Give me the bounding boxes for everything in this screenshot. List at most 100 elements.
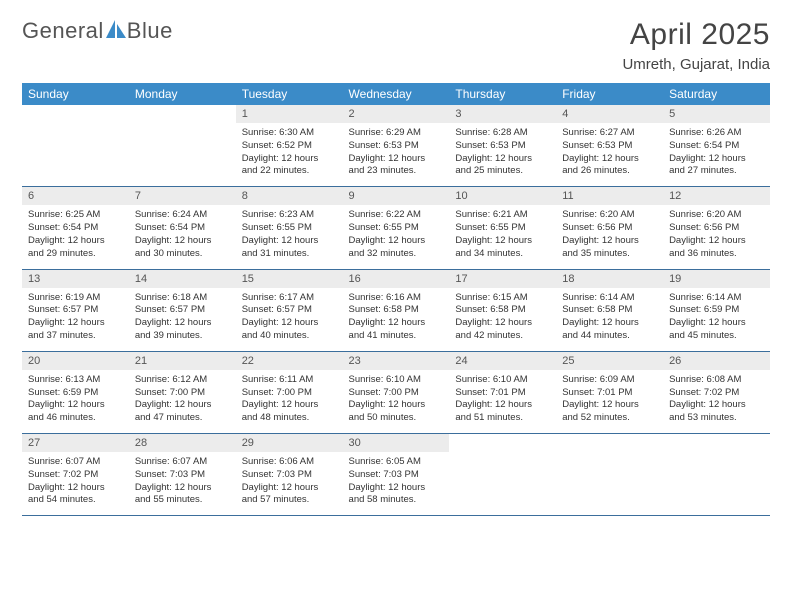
daylight-text: Daylight: 12 hours and 48 minutes. (242, 399, 337, 425)
sunrise-text: Sunrise: 6:17 AM (242, 292, 337, 305)
sunrise-text: Sunrise: 6:09 AM (562, 374, 657, 387)
brand-word-2: Blue (127, 18, 173, 44)
sunset-text: Sunset: 7:03 PM (242, 469, 337, 482)
day-number: 26 (663, 352, 770, 370)
calendar-week-row: 6Sunrise: 6:25 AMSunset: 6:54 PMDaylight… (22, 187, 770, 269)
calendar-cell: 23Sunrise: 6:10 AMSunset: 7:00 PMDayligh… (343, 351, 450, 433)
sunset-text: Sunset: 7:00 PM (135, 387, 230, 400)
page-header: General Blue April 2025 Umreth, Gujarat,… (22, 18, 770, 73)
sunrise-text: Sunrise: 6:24 AM (135, 209, 230, 222)
day-details: Sunrise: 6:10 AMSunset: 7:00 PMDaylight:… (343, 370, 450, 433)
day-number: 29 (236, 434, 343, 452)
day-number: 8 (236, 187, 343, 205)
sunrise-text: Sunrise: 6:25 AM (28, 209, 123, 222)
calendar-cell (129, 105, 236, 187)
calendar-cell: 18Sunrise: 6:14 AMSunset: 6:58 PMDayligh… (556, 269, 663, 351)
sunrise-text: Sunrise: 6:10 AM (455, 374, 550, 387)
calendar-cell (663, 434, 770, 516)
sunrise-text: Sunrise: 6:22 AM (349, 209, 444, 222)
sunset-text: Sunset: 7:01 PM (562, 387, 657, 400)
calendar-cell: 4Sunrise: 6:27 AMSunset: 6:53 PMDaylight… (556, 105, 663, 187)
brand-logo: General Blue (22, 18, 173, 44)
day-number: 17 (449, 270, 556, 288)
sunrise-text: Sunrise: 6:11 AM (242, 374, 337, 387)
sunrise-text: Sunrise: 6:06 AM (242, 456, 337, 469)
day-number: 21 (129, 352, 236, 370)
day-details: Sunrise: 6:27 AMSunset: 6:53 PMDaylight:… (556, 123, 663, 186)
brand-word-1: General (22, 18, 104, 44)
sunset-text: Sunset: 6:53 PM (562, 140, 657, 153)
calendar-body: 1Sunrise: 6:30 AMSunset: 6:52 PMDaylight… (22, 105, 770, 516)
calendar-cell: 15Sunrise: 6:17 AMSunset: 6:57 PMDayligh… (236, 269, 343, 351)
day-number: 2 (343, 105, 450, 123)
day-details: Sunrise: 6:22 AMSunset: 6:55 PMDaylight:… (343, 205, 450, 268)
day-number: 11 (556, 187, 663, 205)
daylight-text: Daylight: 12 hours and 45 minutes. (669, 317, 764, 343)
sunset-text: Sunset: 6:58 PM (562, 304, 657, 317)
daylight-text: Daylight: 12 hours and 57 minutes. (242, 482, 337, 508)
daylight-text: Daylight: 12 hours and 46 minutes. (28, 399, 123, 425)
calendar-cell: 1Sunrise: 6:30 AMSunset: 6:52 PMDaylight… (236, 105, 343, 187)
sunset-text: Sunset: 6:53 PM (349, 140, 444, 153)
sunrise-text: Sunrise: 6:18 AM (135, 292, 230, 305)
title-block: April 2025 Umreth, Gujarat, India (622, 18, 770, 73)
daylight-text: Daylight: 12 hours and 44 minutes. (562, 317, 657, 343)
calendar-cell (449, 434, 556, 516)
day-details: Sunrise: 6:19 AMSunset: 6:57 PMDaylight:… (22, 288, 129, 351)
sunset-text: Sunset: 6:55 PM (349, 222, 444, 235)
sunset-text: Sunset: 6:57 PM (135, 304, 230, 317)
day-details: Sunrise: 6:18 AMSunset: 6:57 PMDaylight:… (129, 288, 236, 351)
location-subtitle: Umreth, Gujarat, India (622, 56, 770, 73)
day-number: 24 (449, 352, 556, 370)
day-details: Sunrise: 6:13 AMSunset: 6:59 PMDaylight:… (22, 370, 129, 433)
day-details: Sunrise: 6:12 AMSunset: 7:00 PMDaylight:… (129, 370, 236, 433)
sunset-text: Sunset: 6:52 PM (242, 140, 337, 153)
sunset-text: Sunset: 7:02 PM (669, 387, 764, 400)
calendar-week-row: 13Sunrise: 6:19 AMSunset: 6:57 PMDayligh… (22, 269, 770, 351)
calendar-cell: 25Sunrise: 6:09 AMSunset: 7:01 PMDayligh… (556, 351, 663, 433)
sunrise-text: Sunrise: 6:14 AM (669, 292, 764, 305)
calendar-cell (22, 105, 129, 187)
day-details: Sunrise: 6:23 AMSunset: 6:55 PMDaylight:… (236, 205, 343, 268)
daylight-text: Daylight: 12 hours and 31 minutes. (242, 235, 337, 261)
weekday-header: Tuesday (236, 83, 343, 105)
calendar-cell (556, 434, 663, 516)
sunset-text: Sunset: 6:56 PM (669, 222, 764, 235)
calendar-cell: 7Sunrise: 6:24 AMSunset: 6:54 PMDaylight… (129, 187, 236, 269)
calendar-cell: 5Sunrise: 6:26 AMSunset: 6:54 PMDaylight… (663, 105, 770, 187)
daylight-text: Daylight: 12 hours and 29 minutes. (28, 235, 123, 261)
weekday-header: Thursday (449, 83, 556, 105)
calendar-cell: 6Sunrise: 6:25 AMSunset: 6:54 PMDaylight… (22, 187, 129, 269)
day-details: Sunrise: 6:30 AMSunset: 6:52 PMDaylight:… (236, 123, 343, 186)
daylight-text: Daylight: 12 hours and 42 minutes. (455, 317, 550, 343)
day-details: Sunrise: 6:07 AMSunset: 7:02 PMDaylight:… (22, 452, 129, 515)
day-number: 13 (22, 270, 129, 288)
sunrise-text: Sunrise: 6:30 AM (242, 127, 337, 140)
daylight-text: Daylight: 12 hours and 54 minutes. (28, 482, 123, 508)
daylight-text: Daylight: 12 hours and 36 minutes. (669, 235, 764, 261)
sunset-text: Sunset: 6:53 PM (455, 140, 550, 153)
day-number: 4 (556, 105, 663, 123)
day-number: 3 (449, 105, 556, 123)
calendar-cell: 17Sunrise: 6:15 AMSunset: 6:58 PMDayligh… (449, 269, 556, 351)
sunset-text: Sunset: 6:58 PM (349, 304, 444, 317)
day-details: Sunrise: 6:07 AMSunset: 7:03 PMDaylight:… (129, 452, 236, 515)
day-details: Sunrise: 6:06 AMSunset: 7:03 PMDaylight:… (236, 452, 343, 515)
daylight-text: Daylight: 12 hours and 52 minutes. (562, 399, 657, 425)
day-details: Sunrise: 6:14 AMSunset: 6:58 PMDaylight:… (556, 288, 663, 351)
sunrise-text: Sunrise: 6:23 AM (242, 209, 337, 222)
sunset-text: Sunset: 6:56 PM (562, 222, 657, 235)
day-details: Sunrise: 6:11 AMSunset: 7:00 PMDaylight:… (236, 370, 343, 433)
month-title: April 2025 (622, 18, 770, 52)
sunrise-text: Sunrise: 6:26 AM (669, 127, 764, 140)
day-details: Sunrise: 6:28 AMSunset: 6:53 PMDaylight:… (449, 123, 556, 186)
daylight-text: Daylight: 12 hours and 55 minutes. (135, 482, 230, 508)
daylight-text: Daylight: 12 hours and 34 minutes. (455, 235, 550, 261)
day-details: Sunrise: 6:05 AMSunset: 7:03 PMDaylight:… (343, 452, 450, 515)
sunset-text: Sunset: 6:57 PM (242, 304, 337, 317)
day-details: Sunrise: 6:16 AMSunset: 6:58 PMDaylight:… (343, 288, 450, 351)
day-details: Sunrise: 6:24 AMSunset: 6:54 PMDaylight:… (129, 205, 236, 268)
sunrise-text: Sunrise: 6:14 AM (562, 292, 657, 305)
calendar-cell: 21Sunrise: 6:12 AMSunset: 7:00 PMDayligh… (129, 351, 236, 433)
calendar-cell: 16Sunrise: 6:16 AMSunset: 6:58 PMDayligh… (343, 269, 450, 351)
